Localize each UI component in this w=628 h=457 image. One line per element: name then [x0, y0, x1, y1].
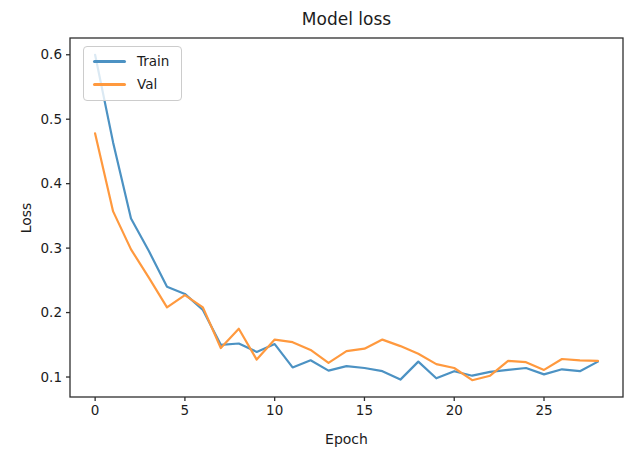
- y-tick-label: 0.4: [41, 175, 62, 191]
- chart-title: Model loss: [70, 9, 623, 29]
- y-tick-label: 0.2: [41, 304, 62, 320]
- val-line-swatch: [93, 83, 126, 86]
- x-tick-label: 25: [535, 402, 552, 418]
- y-tick-label: 0.5: [41, 111, 62, 127]
- x-tick-label: 10: [266, 402, 283, 418]
- x-axis-label: Epoch: [70, 431, 623, 447]
- legend-label-train: Train: [137, 55, 169, 69]
- val-series-line: [95, 133, 598, 380]
- x-tick-label: 0: [91, 402, 100, 418]
- y-axis-label: Loss: [18, 203, 34, 234]
- x-tick-label: 15: [356, 402, 373, 418]
- legend-item-val: Val: [93, 78, 169, 92]
- y-tick-label: 0.3: [41, 240, 62, 256]
- x-tick-label: 20: [446, 402, 463, 418]
- legend-label-val: Val: [137, 78, 157, 92]
- figure-model-loss: 05101520250.10.20.30.40.50.6 Model loss …: [0, 0, 628, 457]
- y-tick-label: 0.6: [41, 46, 62, 62]
- train-series-line: [95, 55, 598, 380]
- x-tick-label: 5: [181, 402, 190, 418]
- legend-item-train: Train: [93, 55, 169, 69]
- y-tick-label: 0.1: [41, 369, 62, 385]
- legend: Train Val: [83, 46, 182, 101]
- train-line-swatch: [93, 60, 126, 63]
